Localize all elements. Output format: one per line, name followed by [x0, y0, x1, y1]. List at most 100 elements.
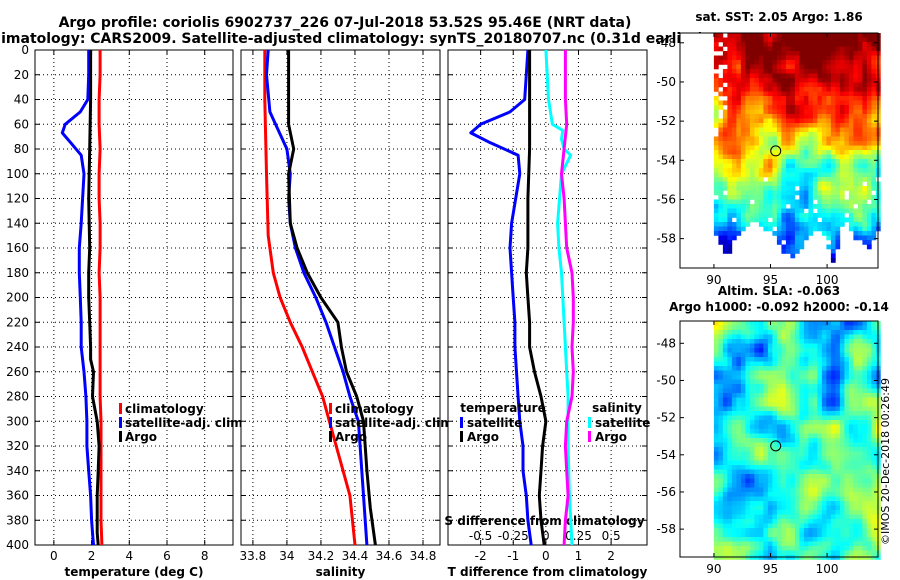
sst-map-cell — [785, 132, 791, 137]
sla-map-cell — [794, 442, 800, 448]
sla-map-cell — [848, 550, 854, 556]
imos-watermark: ©IMOS 20-Dec-2018 00:26:49 — [879, 378, 892, 545]
sst-map-cell — [839, 163, 845, 169]
sst-map-cell — [727, 226, 733, 232]
sst-map-cell — [808, 42, 814, 47]
sst-map-cell — [785, 222, 791, 227]
sst-map-cell — [763, 208, 769, 214]
sla-map-cell — [713, 352, 719, 358]
sla-map-cell — [722, 415, 728, 421]
sla-map-cell — [839, 487, 845, 493]
temperature-x-tick-label: 6 — [163, 549, 171, 563]
sla-map-cell — [754, 433, 760, 439]
sst-map-cell — [718, 154, 724, 160]
sst-map-cell — [718, 190, 724, 196]
sla-map-cell — [853, 415, 859, 421]
sst-map-cell — [785, 226, 791, 232]
sst-map-cell — [740, 96, 746, 101]
sla-map-cell — [740, 348, 746, 353]
sla-map-cell — [835, 478, 841, 484]
sst-map-cell — [794, 100, 800, 106]
sla-map-cell — [745, 357, 751, 362]
sst-map-cell — [848, 91, 854, 97]
sla-map-cell — [817, 357, 823, 362]
sla-map-cell — [812, 361, 818, 367]
sla-map-cell — [736, 379, 742, 385]
sst-map-cell — [763, 42, 769, 47]
sla-map-cell — [803, 402, 809, 407]
sla-map-cell — [817, 384, 823, 389]
sla-map-cell — [835, 343, 841, 349]
sst-map-cell — [871, 105, 877, 110]
sla-map-cell — [826, 519, 832, 524]
sla-map-cell — [830, 505, 836, 511]
sla-map-cell — [722, 528, 728, 533]
sst-map-cell — [862, 154, 868, 160]
sst-map-cell — [844, 168, 850, 173]
sst-map-cell — [799, 172, 805, 178]
sla-map-cell — [758, 379, 764, 385]
sst-map-cell — [835, 127, 841, 133]
sla-map-cell — [772, 451, 778, 457]
sla-map-cell — [722, 352, 728, 358]
sla-map-cell — [785, 541, 791, 547]
sst-map-cell — [817, 195, 823, 200]
sla-map-cell — [740, 388, 746, 394]
sst-map-cell — [781, 154, 787, 160]
sla-map-cell — [803, 334, 809, 340]
sst-map-cell — [776, 141, 782, 146]
sla-map-cell — [758, 406, 764, 412]
sst-map-cell — [821, 64, 827, 70]
sla-map-cell — [749, 541, 755, 547]
sla-map-cell — [731, 447, 737, 452]
sla-map-cell — [808, 393, 814, 398]
sla-map-cell — [722, 375, 728, 380]
sst-map-cell — [839, 109, 845, 115]
sla-map-cell — [713, 357, 719, 362]
sla-map-cell — [713, 532, 719, 538]
sla-map-cell — [740, 519, 746, 524]
sst-map-cell — [866, 190, 872, 196]
sst-map-cell — [727, 199, 733, 205]
sst-map-cell — [857, 42, 863, 47]
sst-map-cell — [803, 235, 809, 241]
sla-map-cell — [826, 388, 832, 394]
sst-map-cell — [817, 226, 823, 232]
sla-map-cell — [844, 424, 850, 430]
sla-map-cell — [749, 334, 755, 340]
sla-map-cell — [794, 514, 800, 520]
sla-map-cell — [803, 397, 809, 403]
sla-map-cell — [794, 415, 800, 421]
sst-map-cell — [839, 91, 845, 97]
sla-map-cell — [740, 496, 746, 502]
sst-map-cell — [727, 231, 733, 236]
sst-map-cell — [736, 141, 742, 146]
sst-map-cell — [772, 208, 778, 214]
sst-map-cell — [727, 208, 733, 214]
sst-map-cell — [794, 235, 800, 241]
sst-map-cell — [794, 226, 800, 232]
sla-map-cell — [745, 433, 751, 439]
sst-map-cell — [857, 195, 863, 200]
sst-map-cell — [826, 181, 832, 187]
sla-map-cell — [718, 348, 724, 353]
sla-map-cell — [817, 519, 823, 524]
sla-map-cell — [808, 402, 814, 407]
sla-map-cell — [821, 393, 827, 398]
sla-map-cell — [826, 433, 832, 439]
sst-map-cell — [718, 150, 724, 155]
sla-map-cell — [794, 510, 800, 515]
sst-map-cell — [754, 109, 760, 115]
sla-map-cell — [736, 447, 742, 452]
sla-map-cell — [799, 429, 805, 434]
sst-map-cell — [835, 186, 841, 191]
sst-map-cell — [799, 168, 805, 173]
sla-map-cell — [799, 433, 805, 439]
sla-map-cell — [754, 352, 760, 358]
sla-map-cell — [808, 501, 814, 506]
sst-map-cell — [722, 60, 728, 65]
sla-map-cell — [781, 411, 787, 416]
sla-map-cell — [817, 523, 823, 529]
sla-map-cell — [812, 384, 818, 389]
sla-map-cell — [790, 420, 796, 425]
